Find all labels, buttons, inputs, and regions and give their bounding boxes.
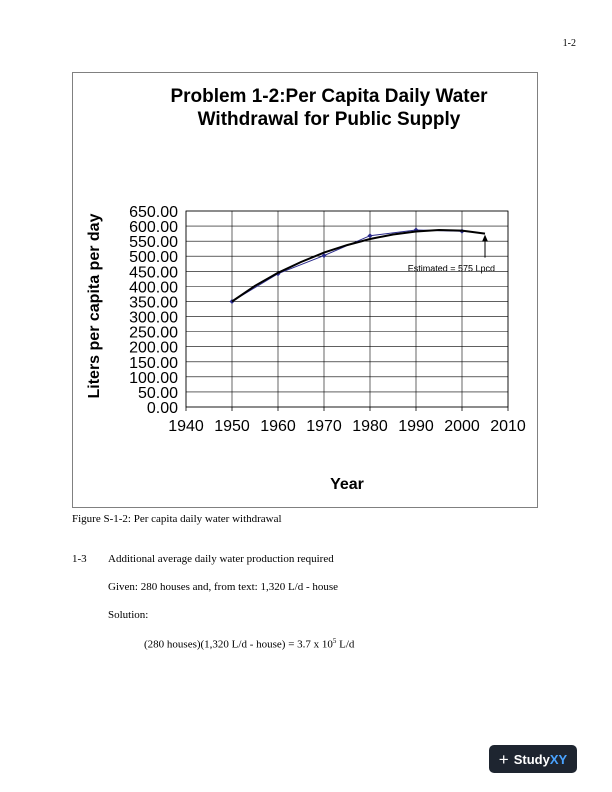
problem-title: Additional average daily water productio… (108, 553, 334, 565)
studyxy-badge[interactable]: + StudyXY (489, 745, 577, 773)
annotation-arrow-head (482, 234, 488, 242)
chart-title-line1: Problem 1-2:Per Capita Daily Water (170, 86, 488, 107)
x-tick-label: 1980 (352, 418, 388, 435)
brand-logo: StudyXY (514, 752, 567, 767)
y-tick-label: 200.00 (129, 340, 178, 357)
y-tick-label: 300.00 (129, 310, 178, 327)
chart-plot: 0.0050.00100.00150.00200.00250.00300.003… (86, 204, 526, 493)
chart-frame: Problem 1-2:Per Capita Daily Water Withd… (72, 72, 538, 508)
brand-main: Study (513, 751, 550, 767)
chart-title-line2: Withdrawal for Public Supply (197, 109, 461, 130)
data-point (321, 253, 327, 259)
figure-caption: Figure S-1-2: Per capita daily water wit… (72, 513, 282, 525)
x-tick-label: 2000 (444, 418, 480, 435)
x-tick-label: 1950 (214, 418, 250, 435)
y-tick-label: 250.00 (129, 325, 178, 342)
solution-label: Solution: (108, 609, 149, 621)
page-number: 1-2 (562, 38, 576, 49)
x-tick-label: 2010 (490, 418, 526, 435)
y-tick-label: 500.00 (129, 249, 178, 266)
problem-number: 1-3 (72, 553, 87, 565)
annotation-label: Estimated = 575 Lpcd (408, 264, 495, 274)
plot-area-border (185, 210, 509, 408)
given-line: Given: 280 houses and, from text: 1,320 … (108, 581, 339, 593)
y-tick-label: 350.00 (129, 294, 178, 311)
data-point (367, 233, 373, 239)
plus-icon: + (498, 749, 509, 769)
trend-line (231, 228, 486, 303)
y-tick-label: 100.00 (129, 370, 178, 387)
x-tick-label: 1940 (168, 418, 204, 435)
y-tick-label: 550.00 (129, 234, 178, 251)
x-tick-label: 1960 (260, 418, 296, 435)
y-tick-label: 150.00 (129, 355, 178, 372)
brand-accent: XY (549, 751, 568, 767)
y-tick-label: 400.00 (129, 279, 178, 296)
equation-unit: L/d (336, 638, 355, 651)
equation-main: (280 houses)(1,320 L/d - house) = 3.7 x … (144, 638, 333, 651)
x-tick-label: 1970 (306, 418, 342, 435)
y-tick-label: 450.00 (129, 264, 178, 281)
equation-exponent: 5 (332, 637, 337, 645)
y-tick-label: 600.00 (129, 219, 178, 236)
chart-title: Problem 1-2:Per Capita Daily Water Withd… (137, 85, 521, 131)
y-tick-label: 50.00 (138, 385, 178, 402)
x-tick-label: 1990 (398, 418, 434, 435)
y-axis-label: Liters per capita per day (86, 213, 103, 398)
y-tick-label: 0.00 (147, 400, 178, 417)
y-tick-label: 650.00 (129, 204, 178, 221)
x-axis-label: Year (330, 476, 364, 493)
solution-equation: (280 houses)(1,320 L/d - house) = 3.7 x … (144, 637, 354, 651)
